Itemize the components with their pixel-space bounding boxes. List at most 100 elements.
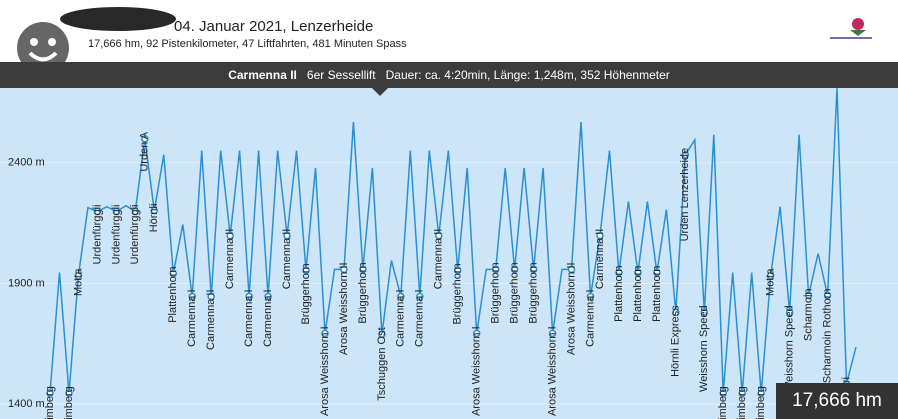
station-label: Heimberg xyxy=(44,386,56,419)
station-marker xyxy=(700,308,709,317)
logo-flower xyxy=(852,18,864,30)
station-marker xyxy=(491,265,500,274)
station-label: Urden A xyxy=(139,131,151,171)
station-label: Carmenna I xyxy=(414,289,426,346)
pointer xyxy=(372,88,388,96)
station-label: Heimberg xyxy=(63,386,75,419)
station-label: Carmenna I xyxy=(395,289,407,346)
station-marker xyxy=(359,265,367,274)
station-label: Hörnli xyxy=(148,204,160,233)
station-marker xyxy=(46,389,54,397)
station-label: Brüggerhorn xyxy=(452,263,464,324)
station-marker xyxy=(226,231,234,240)
station-marker xyxy=(435,231,443,240)
header-graphics xyxy=(17,7,874,62)
station-label: Arosa Weisshorn II xyxy=(338,262,350,355)
station-marker xyxy=(672,308,680,317)
station-label: Brüggerhorn xyxy=(490,262,502,323)
station-marker xyxy=(567,265,576,274)
station-label: Heimberg xyxy=(736,386,748,419)
station-label: Heimberg xyxy=(755,386,767,419)
station-marker xyxy=(245,292,253,301)
station-marker xyxy=(416,292,424,301)
station-marker xyxy=(823,291,832,300)
station-marker xyxy=(653,268,661,277)
station-marker xyxy=(804,291,813,300)
station-marker xyxy=(719,389,727,397)
y-tick-label: 1400 m xyxy=(8,398,45,410)
station-label: Carmenna I xyxy=(262,289,274,346)
station-label: Carmenna I xyxy=(186,289,198,346)
station-label: Carmenna II xyxy=(594,229,606,290)
station-label: Carmenna II xyxy=(281,229,293,290)
station-marker xyxy=(757,389,765,397)
station-label: Brüggerhorn xyxy=(300,263,312,324)
station-marker xyxy=(141,135,149,143)
station-label: Plattenhorn xyxy=(632,266,644,322)
station-marker xyxy=(283,231,291,240)
station-label: Tschuggen Ost xyxy=(376,327,388,400)
lift-type: 6er Sessellift xyxy=(306,68,376,82)
station-label: Scharmoin Rothorn xyxy=(821,288,833,383)
station-label: Motta xyxy=(765,268,777,296)
station-marker xyxy=(169,269,178,278)
station-label: Plattenhorn xyxy=(613,266,625,322)
station-marker xyxy=(453,266,462,275)
station-marker xyxy=(131,207,140,216)
station-label: Carmenna II xyxy=(224,229,236,290)
station-marker xyxy=(634,268,642,277)
station-label: Weisshorn Speed xyxy=(698,305,710,392)
station-marker xyxy=(321,329,329,338)
station-marker xyxy=(596,231,604,240)
logo-leaf xyxy=(850,30,866,36)
station-marker xyxy=(302,266,310,275)
station-label: Hörnli Express xyxy=(670,305,682,377)
station-marker xyxy=(378,330,386,339)
station-marker xyxy=(264,292,272,301)
station-marker xyxy=(65,389,73,397)
station-marker xyxy=(510,265,519,274)
station-label: Urdenfürggli xyxy=(129,205,141,265)
station-label: Brüggerhorn xyxy=(357,262,369,323)
station-label: Brüggerhorn xyxy=(528,262,540,323)
station-label: Carmenna II xyxy=(433,229,445,290)
total-badge: 17,666 hm xyxy=(776,383,898,419)
avatar-mouth xyxy=(28,51,58,62)
station-label: Carmenna I xyxy=(243,289,255,346)
y-tick-label: 2400 m xyxy=(8,157,45,169)
avatar-eye xyxy=(48,38,56,46)
station-label: Motta xyxy=(72,268,84,296)
subtitle: 17,666 hm, 92 Pistenkilometer, 47 Liftfa… xyxy=(88,38,407,50)
y-tick-label: 1900 m xyxy=(8,277,45,289)
station-label: Carmenna II xyxy=(205,289,217,350)
lift-name: Carmenna II xyxy=(228,68,297,82)
station-marker xyxy=(785,308,794,317)
station-marker xyxy=(472,329,481,338)
station-label: Carmenna I xyxy=(584,289,596,346)
station-marker xyxy=(529,265,538,274)
title: 04. Januar 2021, Lenzerheide xyxy=(174,18,374,35)
station-label: Weisshorn Speed xyxy=(784,305,796,392)
station-marker xyxy=(586,292,595,301)
avatar-eye xyxy=(30,38,38,46)
station-label: Arosa Weisshorn II xyxy=(565,262,577,355)
avatar[interactable] xyxy=(17,22,69,62)
station-label: Urdenfürggli xyxy=(91,205,103,265)
station-marker xyxy=(615,268,623,277)
station-marker xyxy=(681,151,690,159)
info-bar: Carmenna II 6er Sessellift Dauer: ca. 4:20… xyxy=(0,62,898,88)
station-label: Plattenhorn xyxy=(167,267,179,323)
station-label: Urden Lenzerheide xyxy=(679,148,691,242)
chart-background xyxy=(0,88,898,419)
station-marker xyxy=(548,329,557,338)
station-label: Scharmoin xyxy=(802,288,814,341)
header: 04. Januar 2021, Lenzerheide 17,666 hm, … xyxy=(0,0,898,62)
station-label: Heimberg xyxy=(717,386,729,419)
station-marker xyxy=(112,207,121,216)
redacted-name xyxy=(60,7,176,31)
station-marker xyxy=(207,292,215,301)
station-marker xyxy=(766,271,775,280)
station-marker xyxy=(93,207,102,216)
lift-details: Dauer: ca. 4:20min, Länge: 1,248m, 352 H… xyxy=(385,68,670,82)
